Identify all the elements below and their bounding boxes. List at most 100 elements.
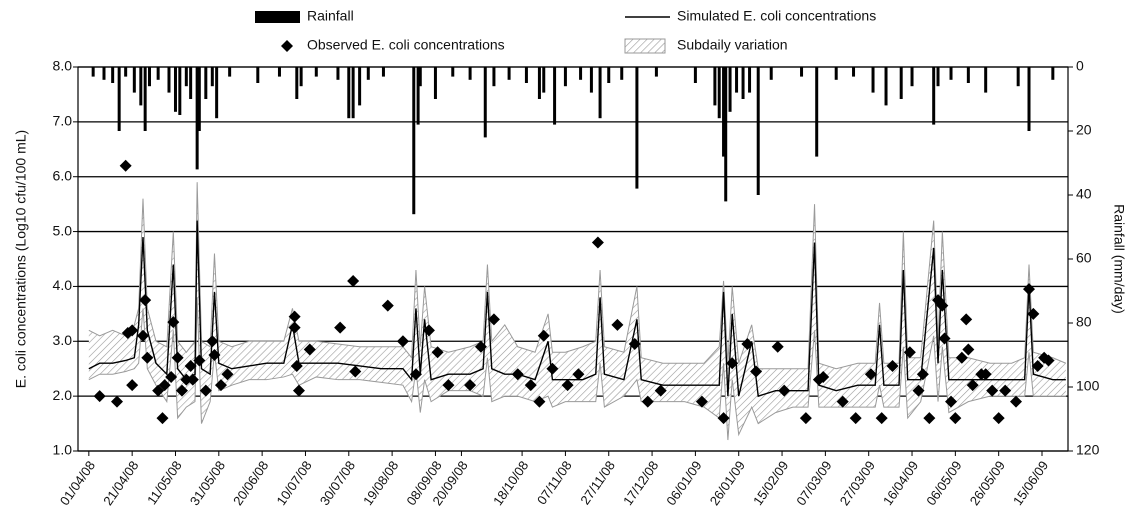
rain-bar bbox=[724, 67, 728, 202]
point bbox=[126, 324, 139, 337]
plot-frame bbox=[77, 66, 1069, 452]
point bbox=[836, 395, 849, 408]
rain-bar bbox=[579, 67, 583, 80]
rain-bar bbox=[769, 67, 773, 80]
point bbox=[93, 390, 106, 403]
point bbox=[628, 338, 641, 351]
rain-bar bbox=[358, 67, 362, 106]
point bbox=[726, 357, 739, 370]
rain-bar bbox=[492, 67, 496, 87]
point bbox=[817, 370, 830, 383]
band-lower bbox=[88, 297, 1066, 441]
point bbox=[208, 349, 221, 361]
point bbox=[175, 384, 188, 397]
rain-bar bbox=[156, 67, 160, 80]
rain-bar bbox=[537, 67, 541, 99]
y2-tick-label: 0 bbox=[1076, 58, 1084, 74]
rain-bar bbox=[620, 67, 624, 80]
rain-bar bbox=[277, 67, 281, 77]
rain-bar bbox=[416, 67, 420, 125]
point bbox=[288, 310, 301, 323]
rain-bar bbox=[800, 67, 804, 77]
x-tick-label: 16/04/09 bbox=[880, 458, 921, 508]
rain-bar bbox=[124, 67, 128, 77]
rain-bar bbox=[366, 67, 370, 80]
rain-bar bbox=[381, 67, 385, 77]
rain-bar bbox=[91, 67, 95, 77]
y-tick-label: 5.0 bbox=[53, 222, 73, 238]
point bbox=[158, 379, 171, 392]
point bbox=[381, 299, 394, 312]
rain-bar bbox=[735, 67, 739, 93]
point bbox=[741, 338, 754, 351]
y-tick-label: 1.0 bbox=[53, 442, 73, 458]
rain-bar bbox=[111, 67, 115, 83]
rain-bar bbox=[1027, 67, 1031, 131]
rain-bar bbox=[102, 67, 106, 80]
point bbox=[206, 335, 219, 348]
point bbox=[1042, 354, 1055, 367]
rain-bar bbox=[553, 67, 557, 125]
point bbox=[334, 321, 347, 334]
rain-bar bbox=[713, 67, 717, 106]
point bbox=[141, 351, 154, 364]
point bbox=[864, 368, 877, 381]
point bbox=[986, 384, 999, 397]
y-tick-label: 6.0 bbox=[53, 167, 73, 183]
rain-bar bbox=[1051, 67, 1055, 80]
point bbox=[1031, 359, 1044, 372]
point bbox=[999, 384, 1012, 397]
y2-tick-label: 100 bbox=[1076, 378, 1100, 394]
point bbox=[199, 384, 212, 397]
point bbox=[524, 379, 537, 392]
point bbox=[979, 368, 992, 381]
rain-bar bbox=[1016, 67, 1020, 87]
rain-bar bbox=[189, 67, 193, 99]
point bbox=[923, 412, 936, 425]
rain-bar bbox=[197, 67, 201, 131]
point bbox=[110, 395, 123, 408]
point bbox=[912, 384, 925, 397]
rain-bar bbox=[871, 67, 875, 93]
x-tick-label: 18/10/08 bbox=[490, 458, 531, 508]
point bbox=[799, 412, 812, 425]
point bbox=[290, 359, 303, 372]
point bbox=[186, 373, 199, 386]
y2-tick-label: 80 bbox=[1076, 314, 1092, 330]
y2-tick-label: 120 bbox=[1076, 442, 1100, 458]
point bbox=[474, 340, 487, 353]
rain-bar bbox=[899, 67, 903, 99]
rain-bar bbox=[314, 67, 318, 77]
point bbox=[180, 373, 193, 386]
x-tick-label: 30/07/08 bbox=[317, 458, 358, 508]
band-upper bbox=[88, 182, 1067, 370]
point bbox=[288, 321, 301, 334]
x-tick-label: 10/07/08 bbox=[273, 458, 314, 508]
rain-bar bbox=[654, 67, 658, 77]
point bbox=[537, 329, 550, 342]
x-tick-label: 21/04/08 bbox=[100, 458, 141, 508]
legend-swatch bbox=[624, 38, 666, 54]
point bbox=[409, 368, 422, 381]
point bbox=[771, 340, 784, 353]
point bbox=[171, 351, 184, 364]
rain-bar bbox=[748, 67, 752, 93]
point bbox=[1010, 395, 1023, 408]
y-tick-label: 4.0 bbox=[53, 277, 73, 293]
x-tick-label: 20/06/08 bbox=[230, 458, 271, 508]
rain-bar bbox=[693, 67, 697, 83]
rain-bar bbox=[167, 67, 171, 93]
rain-bar bbox=[949, 67, 953, 80]
x-tick-label: 17/12/08 bbox=[620, 458, 661, 508]
point bbox=[591, 236, 604, 249]
point bbox=[139, 294, 152, 307]
rain-bar bbox=[936, 67, 940, 87]
rain-bar bbox=[607, 67, 611, 83]
point bbox=[347, 274, 360, 287]
legend-swatch bbox=[255, 11, 300, 23]
point bbox=[962, 343, 975, 356]
y-tick-label: 8.0 bbox=[53, 58, 73, 74]
point bbox=[193, 354, 206, 367]
y2-axis-title: Rainfall (mm/day) bbox=[1111, 204, 1127, 314]
y2-tick-label: 60 bbox=[1076, 250, 1092, 266]
